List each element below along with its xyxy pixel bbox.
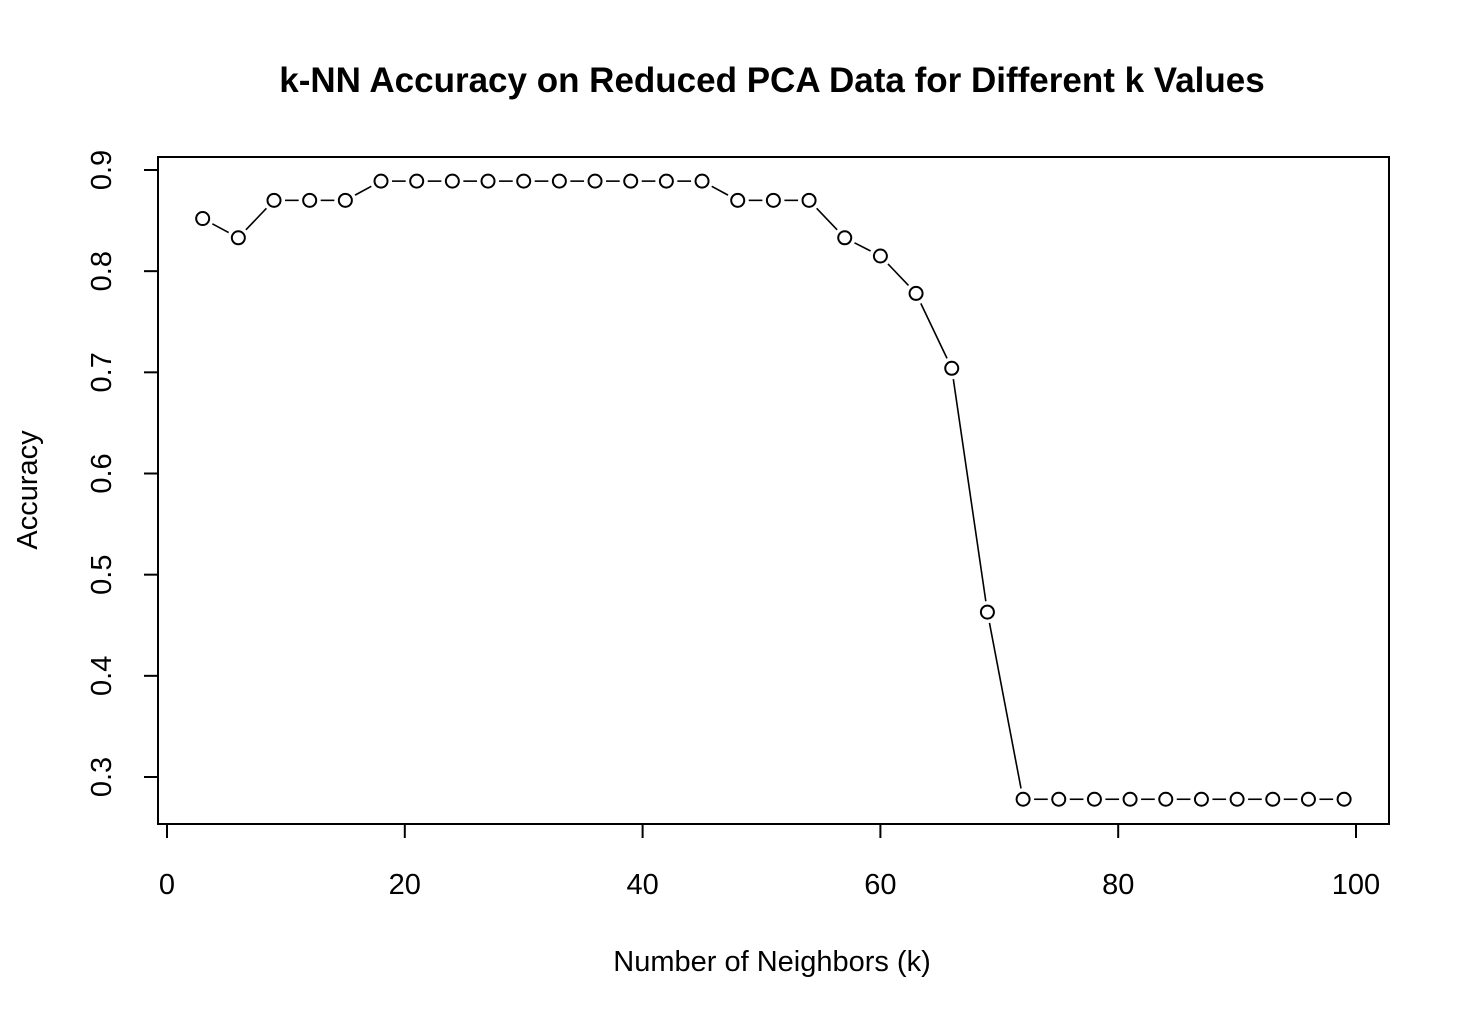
data-point [551,173,567,189]
y-axis-label: Accuracy [12,430,44,550]
line-segment [854,242,871,252]
line-segment [816,207,838,231]
x-axis-label: Number of Neighbors (k) [613,946,931,978]
y-tick-label: 0.6 [86,453,118,493]
data-point [730,192,746,208]
data-point [979,604,995,620]
data-point [1193,791,1209,807]
series-points [195,173,1352,807]
chart-title: k-NN Accuracy on Reduced PCA Data for Di… [279,61,1264,100]
line-segment [211,223,230,234]
line-segment [887,263,910,287]
x-tick-label: 0 [159,869,175,901]
data-point [444,173,460,189]
data-point [1086,791,1102,807]
data-point [373,173,389,189]
data-point [1300,791,1316,807]
line-segment [988,622,1022,789]
y-tick-label: 0.3 [86,757,118,797]
line-segment [354,185,372,196]
y-tick-label: 0.9 [86,150,118,190]
data-point [801,192,817,208]
data-point [302,192,318,208]
data-point [1122,791,1138,807]
data-point [516,173,532,189]
data-point [765,192,781,208]
data-point [587,173,603,189]
data-point [623,173,639,189]
x-tick-label: 100 [1332,869,1380,901]
y-tick-label: 0.4 [86,656,118,696]
y-axis: 0.3 0.4 0.5 0.6 0.7 0.8 0.9 [86,150,159,797]
x-axis: 0 20 40 60 80 100 [159,823,1380,901]
y-tick-label: 0.8 [86,251,118,291]
x-tick-label: 20 [389,869,421,901]
data-point [658,173,674,189]
y-tick-label: 0.7 [86,352,118,392]
line-segment [711,185,729,196]
data-point [694,173,710,189]
line-segment [952,379,987,602]
data-point [337,192,353,208]
data-point [480,173,496,189]
data-point [230,230,246,246]
data-point [195,211,211,227]
data-point [837,230,853,246]
line-segment [245,207,268,231]
data-point [1158,791,1174,807]
data-point [1015,791,1031,807]
data-point [266,192,282,208]
data-point [1265,791,1281,807]
x-tick-label: 80 [1102,869,1134,901]
data-point [1229,791,1245,807]
data-point [1051,791,1067,807]
data-point [1336,791,1352,807]
data-point [908,285,924,301]
line-segment [920,303,948,359]
series-line [211,180,1334,801]
data-point [944,360,960,376]
data-point [872,248,888,264]
x-tick-label: 40 [626,869,658,901]
y-tick-label: 0.5 [86,555,118,595]
data-point [409,173,425,189]
x-tick-label: 60 [864,869,896,901]
